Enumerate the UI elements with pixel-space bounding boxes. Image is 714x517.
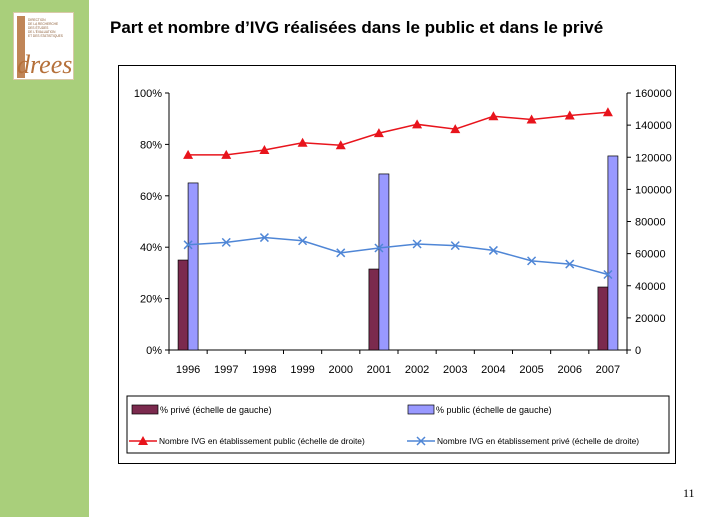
drees-logo: drees DIRECTION DE LA RECHERCHE DES ÉTUDES… [13,12,74,80]
point-public [526,114,537,124]
x-tick-label: 1996 [176,364,200,376]
point-prive [565,259,575,269]
bar-prive [597,286,609,351]
left-tick-label: 60% [140,191,162,203]
x-tick-label: 2001 [367,364,391,376]
ivg-chart: 0% 20% 40% 60% 80% 100% 0 20000 40000 60000 80000 1… [126,88,672,454]
side-band [0,0,89,517]
left-tick-label: 80% [140,139,162,151]
point-public [335,140,346,150]
logo-text-line: ET DES STATISTIQUES [28,34,63,38]
point-prive [374,243,384,253]
bar-public [378,173,390,351]
point-prive [298,236,308,246]
bar-public [607,155,619,351]
point-public [412,119,423,129]
right-tick-label: 40000 [635,281,666,293]
x-tick-label: 2007 [596,364,620,376]
point-prive [527,256,537,266]
point-prive [412,239,422,249]
legend-marker-public [138,436,148,445]
x-tick-label: 2003 [443,364,467,376]
legend-label-ivg-prive: Nombre IVG en établissement privé (échel… [437,436,639,446]
right-tick-label: 80000 [635,217,666,229]
chart-frame: 0% 20% 40% 60% 80% 100% 0 20000 40000 60000 80000 1… [118,65,676,464]
right-tick-label: 140000 [635,120,672,132]
right-tick-label: 20000 [635,313,666,325]
point-public [221,149,232,159]
bar-prive [177,259,189,351]
point-prive [488,245,498,255]
right-tick-label: 60000 [635,249,666,261]
right-tick-label: 100000 [635,184,672,196]
x-tick-label: 1998 [252,364,276,376]
x-tick-label: 2006 [558,364,582,376]
bar-public [187,182,199,351]
point-prive [450,241,460,251]
x-tick-label: 1997 [214,364,238,376]
point-public [297,137,308,147]
logo-text-line: DIRECTION [28,18,46,22]
point-prive [603,269,613,280]
point-prive [221,237,231,247]
point-prive [259,233,269,243]
point-prive [183,240,193,250]
series-line-prive [188,236,609,276]
page-number: 11 [683,486,695,500]
left-tick-label: 20% [140,294,162,306]
legend-box [126,395,670,454]
legend-label-public: % public (échelle de gauche) [436,405,552,415]
point-public [488,111,499,121]
point-public [259,145,270,155]
point-public [373,128,384,138]
legend-label-prive: % privé (échelle de gauche) [160,405,272,415]
right-tick-label: 160000 [635,88,672,100]
x-tick-label: 2005 [519,364,543,376]
x-tick-label: 1999 [290,364,314,376]
point-public [183,149,194,159]
x-tick-label: 2004 [481,364,505,376]
logo-text-line: DE L'ÉVALUATION [28,29,56,34]
series-line-public [188,111,608,156]
right-tick-label: 0 [635,345,641,357]
slide-title: Part et nombre d’IVG réalisées dans le p… [110,18,604,37]
point-public [450,124,461,134]
legend-swatch-public [407,404,435,415]
legend-marker-prive [416,436,426,446]
point-prive [336,248,346,258]
legend-label-ivg-public: Nombre IVG en établissement public (éche… [159,436,365,446]
logo-text-line: DES ÉTUDES [28,25,48,30]
legend-swatch-prive [131,404,159,415]
bar-prive [368,268,380,351]
x-tick-label: 2002 [405,364,429,376]
left-tick-label: 100% [134,88,162,100]
right-tick-label: 120000 [635,152,672,164]
left-tick-label: 0% [146,345,162,357]
point-public [602,107,613,117]
svg-text:drees: drees [17,50,72,79]
x-tick-label: 2000 [329,364,353,376]
left-tick-label: 40% [140,242,162,254]
point-public [564,110,575,120]
logo-text-line: DE LA RECHERCHE [28,22,58,26]
